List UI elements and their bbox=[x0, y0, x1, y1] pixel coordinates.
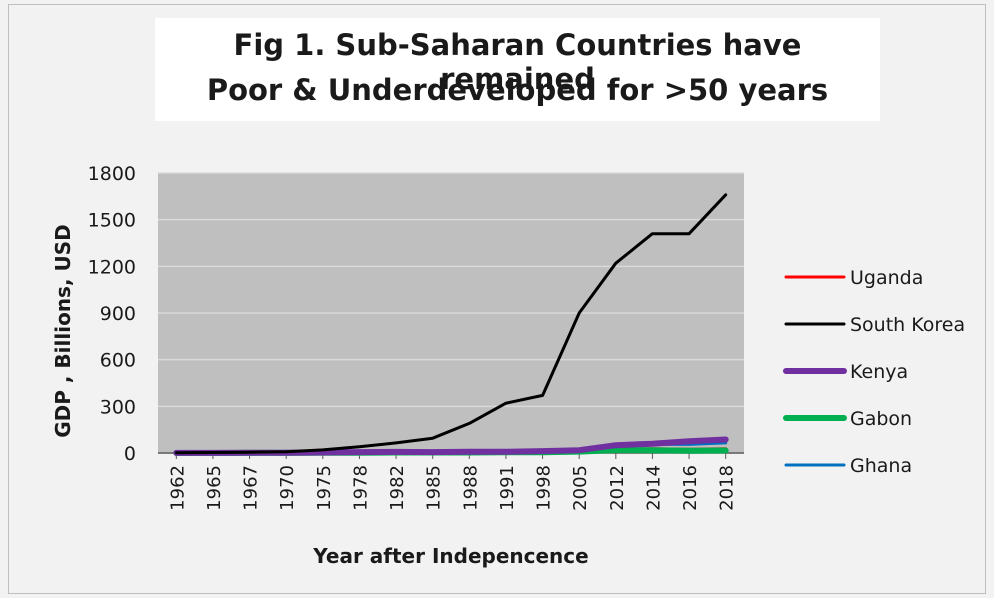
x-tick-label: 1982 bbox=[387, 465, 408, 511]
legend-label-ghana: Ghana bbox=[850, 455, 912, 477]
y-tick-label: 1200 bbox=[88, 256, 136, 278]
x-tick-label: 2012 bbox=[607, 465, 628, 511]
x-tick-label: 1967 bbox=[241, 465, 262, 511]
legend-label-uganda: Uganda bbox=[850, 267, 923, 289]
x-tick-label: 1965 bbox=[204, 465, 225, 511]
x-tick-label: 1998 bbox=[534, 465, 555, 511]
x-tick-label: 2016 bbox=[680, 465, 701, 511]
x-tick-label: 1988 bbox=[460, 465, 481, 511]
y-tick-label: 1500 bbox=[88, 210, 136, 232]
y-axis-title: GDP , Billions, USD bbox=[51, 224, 75, 438]
x-tick-label: 2005 bbox=[570, 465, 591, 511]
y-tick-label: 1800 bbox=[88, 163, 136, 185]
y-tick-label: 300 bbox=[100, 396, 136, 418]
x-tick-label: 2014 bbox=[643, 465, 664, 511]
legend-label-kenya: Kenya bbox=[850, 361, 908, 383]
x-tick-label: 1991 bbox=[497, 465, 518, 511]
x-tick-label: 1962 bbox=[167, 465, 188, 511]
x-tick-label: 1978 bbox=[350, 465, 371, 511]
legend-label-gabon: Gabon bbox=[850, 408, 912, 430]
legend-label-south-korea: South Korea bbox=[850, 314, 965, 336]
chart-title-line-1: Fig 1. Sub-Saharan Countries have remain… bbox=[233, 28, 802, 96]
x-tick-label: 2018 bbox=[717, 465, 738, 511]
y-tick-label: 0 bbox=[124, 443, 136, 465]
series-line-south-korea bbox=[174, 193, 728, 455]
x-tick-label: 1985 bbox=[424, 465, 445, 511]
y-tick-label: 900 bbox=[100, 303, 136, 325]
x-tick-label: 1970 bbox=[277, 465, 298, 511]
chart-title-box: Fig 1. Sub-Saharan Countries have remain… bbox=[155, 18, 880, 121]
x-tick-label: 1975 bbox=[314, 465, 335, 511]
x-axis-title: Year after Indepencence bbox=[312, 544, 588, 568]
y-tick-label: 600 bbox=[100, 350, 136, 372]
chart-title-line-2: Poor & Underdeveloped for >50 years bbox=[206, 73, 829, 107]
